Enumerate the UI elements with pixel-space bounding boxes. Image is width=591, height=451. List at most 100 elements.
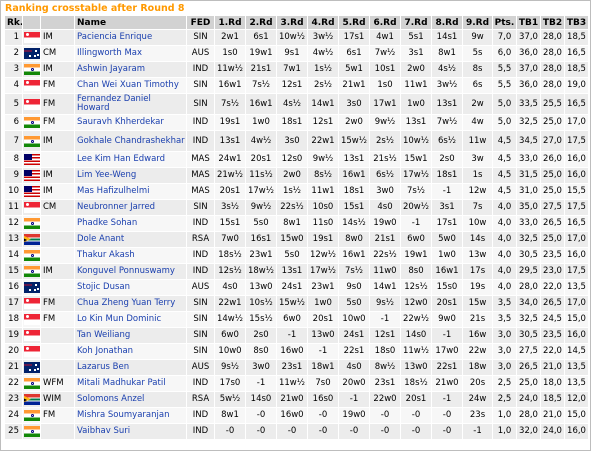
round-result-cell: 10s0 xyxy=(307,199,339,216)
player-name-link[interactable]: Koh Jonathan xyxy=(77,346,134,357)
tiebreak-1-cell: 26,5 xyxy=(516,359,541,376)
player-name-link[interactable]: Mishra Soumyaranjan xyxy=(77,410,170,421)
player-name-link[interactable]: Ashwin Jayaram xyxy=(77,64,145,75)
round-result-cell: 18w½ xyxy=(245,263,277,280)
player-name-link[interactable]: Lim Yee-Weng xyxy=(77,170,137,181)
flag-cell xyxy=(22,61,41,78)
round-result-cell: 5s0 xyxy=(245,215,277,232)
round-result-cell: 16w1 xyxy=(338,167,370,184)
round-result-cell: 14s½ xyxy=(338,215,370,232)
player-name-link[interactable]: Phadke Sohan xyxy=(77,218,138,229)
flag-cell xyxy=(22,167,41,184)
round-result-cell: 4w xyxy=(462,114,493,131)
table-row: 18 FM Lo Kin Mun Dominic SIN 14w½ 15s½ 6w0 20s1… xyxy=(4,311,589,328)
name-cell: Chua Zheng Yuan Terry xyxy=(74,295,187,312)
round-result-cell: 14w½ xyxy=(214,311,246,328)
round-result-cell: 4w½ xyxy=(307,45,339,62)
round-result-cell: 19s1 xyxy=(307,231,339,248)
player-name-link[interactable]: Dole Anant xyxy=(77,234,125,245)
player-name-link[interactable]: Neubronner Jarred xyxy=(77,202,156,213)
player-name-link[interactable]: Chua Zheng Yuan Terry xyxy=(77,298,176,309)
federation-cell: RSA xyxy=(186,231,215,248)
round-result-cell: -1 xyxy=(369,311,401,328)
name-cell: Chan Wei Xuan Timothy xyxy=(74,77,187,94)
player-name-link[interactable]: Stojic Dusan xyxy=(77,282,130,293)
sin-flag-icon xyxy=(24,32,40,43)
round-result-cell: 5s xyxy=(462,45,493,62)
title-cell xyxy=(40,151,75,168)
round-result-cell: 15w½ xyxy=(338,130,370,152)
round-result-cell: -0 xyxy=(431,423,463,440)
federation-cell: SIN xyxy=(186,311,215,328)
ind-flag-icon xyxy=(24,410,40,421)
points-cell: 3,5 xyxy=(492,311,517,328)
player-name-link[interactable]: Lee Kim Han Edward xyxy=(77,154,166,165)
tiebreak-2-cell: 25,0 xyxy=(540,183,565,200)
title-cell: FM xyxy=(40,77,75,94)
table-row: 1 IM Paciencia Enrique SIN 2w1 6s1 10w½ 3w½ 17s1… xyxy=(4,29,589,46)
title-cell: IM xyxy=(40,130,75,152)
tiebreak-1-cell: 36,0 xyxy=(516,45,541,62)
points-cell: 2,5 xyxy=(492,391,517,408)
round-result-cell: 15s1 xyxy=(214,215,246,232)
ind-flag-icon xyxy=(24,117,40,128)
round-result-cell: 21w½ xyxy=(214,167,246,184)
round-result-cell: 19w0 xyxy=(338,407,370,424)
round-result-cell: 17w1 xyxy=(369,93,401,115)
round-result-cell: 5s0 xyxy=(338,295,370,312)
round-result-cell: 1s½ xyxy=(307,61,339,78)
rank-cell: 17 xyxy=(4,295,23,312)
federation-cell: AUS xyxy=(186,279,215,296)
round-result-cell: 21s1 xyxy=(369,231,401,248)
flag-cell xyxy=(22,199,41,216)
tiebreak-3-cell: 16,5 xyxy=(564,45,589,62)
title-cell xyxy=(40,215,75,232)
points-cell: 4,0 xyxy=(492,247,517,264)
player-name-link[interactable]: Paciencia Enrique xyxy=(77,32,153,43)
table-row: 21 Lazarus Ben AUS 9s½ 3w0 23s1 18w1 4s0 8w½ 13w0… xyxy=(4,359,589,376)
round-result-cell: 7s½ xyxy=(245,77,277,94)
round-result-cell: 7s xyxy=(462,199,493,216)
round-result-cell: 23w1 xyxy=(245,247,277,264)
round-result-cell: 4s0 xyxy=(338,359,370,376)
title-cell: FM xyxy=(40,295,75,312)
player-name-link[interactable]: Sauravh Khherdekar xyxy=(77,117,164,128)
player-name-link[interactable]: Mas Hafizulhelmi xyxy=(77,186,150,197)
column-header: FED xyxy=(186,15,215,30)
player-name-link[interactable]: Illingworth Max xyxy=(77,48,143,59)
round-result-cell: -0 xyxy=(245,407,277,424)
tiebreak-1-cell: 34,5 xyxy=(516,130,541,152)
player-name-link[interactable]: Lo Kin Mun Dominic xyxy=(77,314,162,325)
table-row: 9 IM Lim Yee-Weng MAS 21w½ 11s½ 2w0 8s½ 16w1 6s½ 1… xyxy=(4,167,589,184)
player-name-link[interactable]: Tan Weiliang xyxy=(77,330,131,341)
round-result-cell: 10w0 xyxy=(338,311,370,328)
player-name-link[interactable]: Lazarus Ben xyxy=(77,362,130,373)
flag-cell xyxy=(22,231,41,248)
player-name-link[interactable]: Mitali Madhukar Patil xyxy=(77,378,166,389)
round-result-cell: 20s1 xyxy=(245,151,277,168)
flag-cell xyxy=(22,343,41,360)
player-name-link[interactable]: Gokhale Chandrashekhar xyxy=(77,135,185,146)
round-result-cell: 12s1 xyxy=(369,327,401,344)
flag-cell xyxy=(22,183,41,200)
name-cell: Neubronner Jarred xyxy=(74,199,187,216)
round-result-cell: 5s1 xyxy=(400,29,432,46)
player-name-link[interactable]: Konguvel Ponnuswamy xyxy=(77,266,175,277)
tiebreak-1-cell: 32,0 xyxy=(516,423,541,440)
player-name-link[interactable]: Vaibhav Suri xyxy=(77,426,131,437)
round-result-cell: 20s1 xyxy=(214,183,246,200)
flag-cell xyxy=(22,375,41,392)
player-name-link[interactable]: Fernandez Daniel Howard xyxy=(77,94,151,113)
round-result-cell: 4s0 xyxy=(214,279,246,296)
tiebreak-3-cell: 13,5 xyxy=(564,279,589,296)
round-result-cell: -0 xyxy=(369,423,401,440)
federation-cell: MAS xyxy=(186,151,215,168)
round-result-cell: 3s0 xyxy=(338,93,370,115)
points-cell: 4,0 xyxy=(492,263,517,280)
round-result-cell: 6s½ xyxy=(431,130,463,152)
tiebreak-3-cell: 16,0 xyxy=(564,327,589,344)
player-name-link[interactable]: Thakur Akash xyxy=(77,250,135,261)
player-name-link[interactable]: Chan Wei Xuan Timothy xyxy=(77,80,179,91)
player-name-link[interactable]: Solomons Anzel xyxy=(77,394,145,405)
federation-cell: SIN xyxy=(186,29,215,46)
